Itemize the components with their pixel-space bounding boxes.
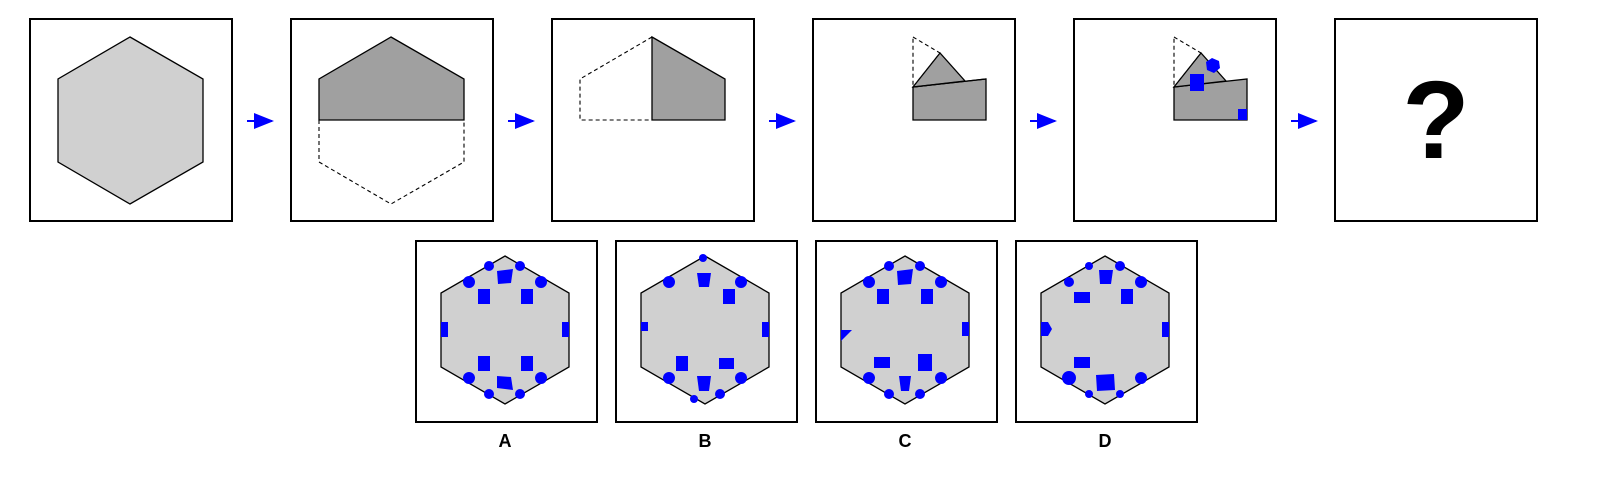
answer-panel: ? — [1334, 18, 1538, 222]
punched-hole — [1206, 58, 1220, 73]
option-label: D — [1099, 431, 1112, 451]
step-1-panel — [29, 18, 233, 222]
full-hexagon — [57, 36, 204, 205]
punched-hole — [1238, 109, 1247, 120]
unfolded-corner-outline — [912, 36, 941, 89]
folded-top-half — [318, 36, 465, 121]
option-d[interactable]: D — [1015, 240, 1198, 451]
question-mark: ? — [1402, 59, 1469, 182]
step-4-panel — [812, 18, 1016, 222]
unfolded-outline — [318, 120, 465, 205]
folded-quarter — [651, 35, 726, 121]
step-2-panel — [290, 18, 494, 222]
option-b[interactable]: B — [615, 240, 798, 451]
option-c[interactable]: C — [815, 240, 998, 451]
unfolded-corner-outline — [1173, 36, 1202, 89]
option-label: B — [699, 431, 712, 451]
option-label: A — [499, 431, 512, 451]
punched-hole — [1190, 74, 1204, 91]
option-label: C — [899, 431, 912, 451]
step-3-panel — [551, 18, 755, 222]
option-a[interactable]: A — [415, 240, 598, 451]
step-5-panel — [1073, 18, 1277, 222]
